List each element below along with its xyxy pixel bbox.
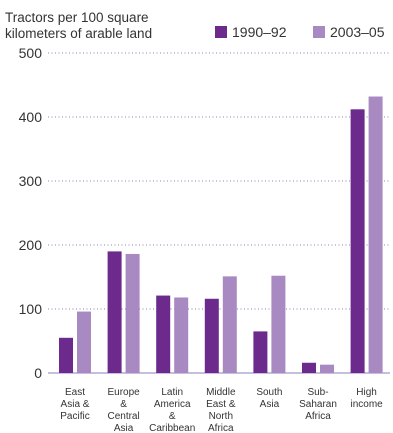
x-axis-tick-labels: East Asia & Pacific Europe & Central Asia Latin… [60, 387, 383, 433]
legend-swatch-1990-92 [215, 26, 227, 38]
y-axis-ticks: 0 100 200 300 400 500 [19, 45, 43, 381]
x-tick-label-6: Sub-Saharan Africa [299, 387, 337, 422]
bar-6-series-1 [302, 362, 316, 373]
legend-label-1990-92: 1990–92 [232, 24, 287, 40]
bar-4-series-1 [204, 298, 219, 373]
x-tick-label-5: South Asia [256, 387, 282, 410]
bar-1-series-1 [59, 337, 73, 373]
x-tick-label-4: Middle East & North Africa [206, 387, 236, 433]
y-tick-label-100: 100 [19, 301, 43, 317]
bar-5-series-1 [253, 331, 268, 373]
y-tick-label-0: 0 [34, 365, 42, 381]
legend-swatch-2003-05 [313, 26, 325, 38]
bar-4-series-2 [222, 276, 237, 373]
bar-1-series-2 [77, 311, 91, 373]
bar-7-series-2 [368, 96, 383, 374]
y-tick-label-500: 500 [19, 45, 43, 61]
x-tick-label-3: Latin America & Caribbean [149, 387, 195, 433]
x-tick-label-1: East Asia & Pacific [60, 387, 90, 422]
bars [59, 96, 383, 374]
bar-3-series-2 [174, 297, 189, 373]
bar-3-series-1 [156, 295, 171, 373]
bar-5-series-2 [271, 275, 286, 373]
legend-label-2003-05: 2003–05 [330, 24, 385, 40]
bar-2-series-2 [125, 253, 140, 373]
y-axis-title-line-2: kilometers of arable land [5, 26, 152, 41]
gridlines [48, 52, 390, 374]
y-tick-label-400: 400 [19, 109, 43, 125]
bar-6-series-2 [320, 364, 334, 373]
bar-7-series-1 [350, 109, 365, 373]
x-tick-label-7: High income [350, 387, 383, 410]
bar-2-series-1 [107, 251, 122, 373]
y-axis-title-line-1: Tractors per 100 square [5, 10, 149, 25]
y-tick-label-300: 300 [19, 173, 43, 189]
y-tick-label-200: 200 [19, 237, 43, 253]
x-tick-label-2: Europe & Central Asia [107, 387, 140, 433]
